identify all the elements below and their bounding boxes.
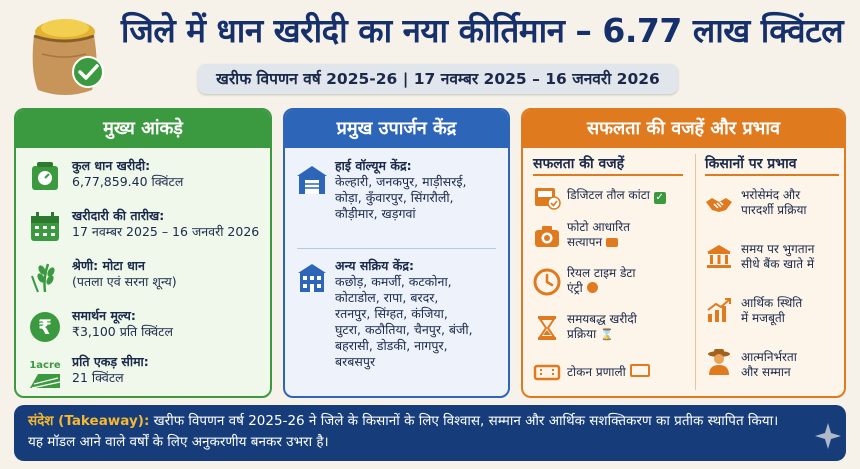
header: जिले में धान खरीदी का नया कीर्तिमान – 6.… [0, 0, 860, 100]
page-title: जिले में धान खरीदी का नया कीर्तिमान – 6.… [120, 11, 844, 50]
stat-label: कुल धान खरीदी: [72, 158, 151, 173]
reasons-heading: सफलता की वजहें [533, 156, 625, 172]
high-volume-label: हाई वॉल्यूम केंद्र: [335, 158, 412, 173]
reason-text: टोकन प्रणाली [567, 365, 626, 379]
center-line: बहरासी, डोडकी, नागपुर, [335, 338, 448, 353]
impact-timely-payment: समय पर भुगतान सीधे बैंक खाते में [741, 242, 814, 272]
center-line: रतनपुर, सिंग्हत, कंजिया, [335, 306, 448, 321]
other-centers-label: अन्य सक्रिय केंद्र: [335, 258, 414, 273]
check-icon: ✓ [653, 192, 666, 204]
warehouse-icon [297, 166, 327, 194]
stat-label: समार्थन मूल्य: [72, 308, 136, 323]
impact-text: समय पर भुगतान [741, 242, 815, 256]
stat-label: खरीदारी की तारीख: [72, 208, 165, 223]
sparkle-icon [815, 423, 841, 449]
impact-text: आत्मनिर्भरता [741, 350, 797, 364]
reason-text: फोटो आधारित [567, 220, 630, 234]
center-line: कोटाडोल, रापा, बरदर, [335, 290, 439, 305]
bank-icon [707, 245, 731, 268]
hourglass-icon [538, 316, 556, 340]
success-panel: सफलता की वजहें और प्रभाव सफलता की वजहें … [521, 108, 846, 398]
reasons-underline [533, 174, 683, 176]
reason-text: समयबद्ध खरीदी [567, 312, 637, 326]
mini-clock-icon [586, 282, 598, 293]
takeaway-banner: संदेश (Takeaway): खरीफ विपणन वर्ष 2025-2… [14, 405, 846, 461]
reason-photo-verification: फोटो आधारित सत्यापन [567, 220, 630, 250]
stats-panel: मुख्य आंकड़े कुल धान खरीदी: 6,77,859.40 … [14, 108, 272, 398]
impact-text: आर्थिक स्थिति [741, 296, 803, 310]
reason-text: प्रक्रिया [567, 327, 597, 341]
impact-self-reliance: आत्मनिर्भरता और सम्मान [741, 350, 797, 380]
center-line: घुटरा, कठौतिया, चैनपुर, बंजी, [335, 322, 473, 337]
digital-scale-icon [535, 188, 561, 210]
reason-text: रियल टाइम डेटा [567, 266, 636, 280]
camera-icon [535, 226, 559, 247]
acre-label: 1acre [29, 360, 61, 371]
impact-heading: किसानों पर प्रभाव [705, 156, 797, 172]
calendar-icon [31, 212, 59, 241]
reason-text: डिजिटल तौल कांटा [567, 188, 650, 202]
takeaway-text: खरीफ विपणन वर्ष 2025-26 ने जिले के किसान… [28, 413, 779, 450]
token-icon [533, 364, 561, 381]
success-divider [695, 154, 696, 390]
success-heading: सफलता की वजहें और प्रभाव [523, 110, 844, 148]
paddy-sack-icon [32, 19, 104, 95]
impact-underline [705, 174, 839, 176]
high-volume-centers: हाई वॉल्यूम केंद्र: केल्हारी, जनकपुर, मा… [335, 158, 466, 222]
stat-label: प्रति एकड़ सीमा: [72, 354, 149, 369]
impact-text: और सम्मान [741, 365, 791, 379]
center-line: कौड़ीमार, खड़गवां [335, 206, 416, 221]
impact-text: पारदर्शी प्रक्रिया [741, 203, 807, 217]
centers-panel: प्रमुख उपार्जन केंद्र हाई वॉल्यूम केंद्र… [283, 108, 510, 398]
reason-text: सत्यापन [567, 235, 603, 249]
impact-text: सीधे बैंक खाते में [741, 257, 815, 271]
scale-icon [32, 162, 58, 190]
page-subtitle: खरीफ विपणन वर्ष 2025-26 | 17 नवम्बर 2025… [198, 64, 678, 94]
impact-trust: भरोसेमंद और पारदर्शी प्रक्रिया [741, 188, 807, 218]
impact-text: में मजबूती [741, 311, 785, 325]
handshake-icon [706, 198, 732, 212]
acre-icon: 1acre [29, 360, 61, 389]
stat-value: (पतला एवं सरना शून्य) [72, 274, 177, 289]
stats-heading: मुख्य आंकड़े [16, 110, 270, 148]
mini-ticket-icon [629, 364, 650, 377]
reason-realtime-entry: रियल टाइम डेटा एंट्री [567, 266, 636, 296]
stat-value: 6,77,859.40 क्विंटल [72, 174, 184, 189]
building-icon [298, 264, 326, 292]
stat-value: 17 नवम्बर 2025 – 16 जनवरी 2026 [72, 224, 260, 239]
mini-camera-icon [605, 238, 618, 247]
reason-digital-scale: डिजिटल तौल कांटा ✓ [567, 188, 666, 204]
reason-token-system: टोकन प्रणाली [567, 364, 650, 380]
impact-text: भरोसेमंद और [741, 188, 801, 202]
center-line: कोड़ा, कुँवारपुर, सिंगरौली, [335, 190, 454, 205]
paddy-icon [31, 263, 55, 293]
center-line: कछोड़, कमर्जी, कटकोना, [335, 274, 452, 289]
stat-label: श्रेणी: मोटा धान [72, 258, 145, 273]
stat-value: 21 क्विंटल [72, 370, 124, 385]
rupee-icon: ₹ [30, 312, 60, 342]
stat-value: ₹3,100 प्रति क्विंटल [72, 324, 173, 339]
reason-timebound-process: समयबद्ध खरीदी प्रक्रिया ⌛ [567, 312, 637, 342]
takeaway-label: संदेश (Takeaway): [28, 413, 150, 429]
other-active-centers: अन्य सक्रिय केंद्र: कछोड़, कमर्जी, कटकोन… [335, 258, 473, 370]
impact-economic-strength: आर्थिक स्थिति में मजबूती [741, 296, 802, 326]
reason-text: एंट्री [567, 281, 583, 295]
center-line: केल्हारी, जनकपुर, माड़ीसरई, [335, 174, 467, 189]
center-line: बरबसपुर [335, 354, 376, 369]
farmer-icon [708, 349, 730, 375]
centers-heading: प्रमुख उपार्जन केंद्र [285, 110, 508, 148]
growth-chart-icon [707, 298, 731, 322]
mini-hourglass-icon: ⌛ [600, 328, 614, 341]
svg-text:₹: ₹ [38, 315, 52, 339]
centers-divider [297, 248, 496, 249]
clock-icon [533, 268, 561, 296]
